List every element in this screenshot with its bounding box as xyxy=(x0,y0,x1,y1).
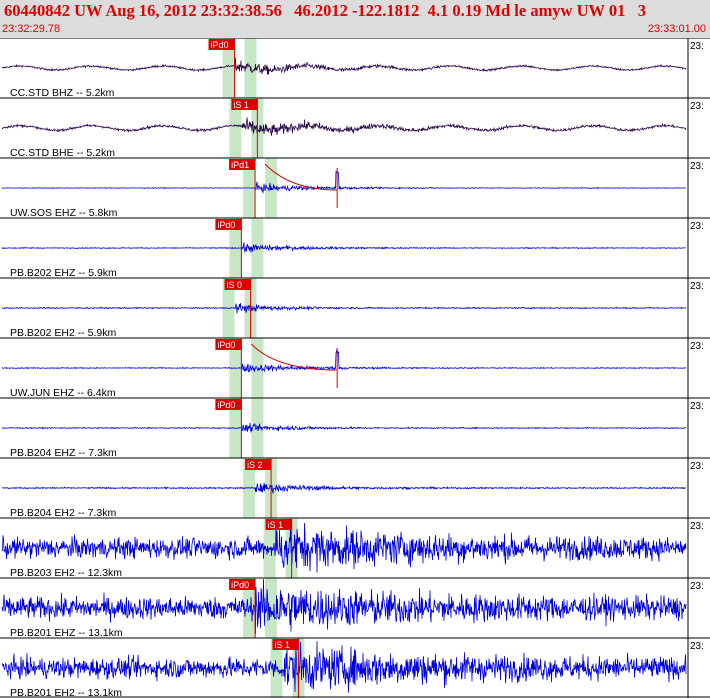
pick-label-box[interactable] xyxy=(229,159,256,170)
waveform[interactable] xyxy=(1,578,687,634)
waveform[interactable] xyxy=(1,482,687,494)
row-time-label: 23: xyxy=(690,341,704,352)
pick-label-box[interactable] xyxy=(215,399,242,410)
seismogram-panel[interactable]: iPd0 CC.STD BHZ -- 5.2km 23: iS 1 CC.STD BHE… xyxy=(0,38,710,698)
coda-curve xyxy=(264,163,338,191)
station-label: PB.B201 EHZ -- 13.1km xyxy=(10,627,123,639)
waveform[interactable] xyxy=(2,349,687,373)
pick-label-box[interactable] xyxy=(245,459,272,470)
pick-label[interactable]: iPd0 xyxy=(217,400,235,410)
s-window-band xyxy=(265,578,278,638)
trace-row[interactable]: iPd0 CC.STD BHZ -- 5.2km 23: xyxy=(0,38,710,99)
pick-label-box[interactable] xyxy=(265,519,292,530)
pick-label[interactable]: iS 1 xyxy=(274,640,290,650)
pick-label[interactable]: iPd0 xyxy=(217,220,235,230)
trace-row[interactable]: iPd0 UW.JUN EHZ -- 6.4km 23: xyxy=(0,337,710,399)
row-time-label: 23: xyxy=(690,581,704,592)
pick-label-box[interactable] xyxy=(215,219,242,230)
station-label: CC.STD BHE -- 5.2km xyxy=(10,147,115,159)
pick-label[interactable]: iS 1 xyxy=(233,100,249,110)
pick-label-box[interactable] xyxy=(231,99,258,110)
row-time-label: 23: xyxy=(690,641,704,652)
pick-label-box[interactable] xyxy=(208,39,235,50)
row-time-label: 23: xyxy=(690,221,704,232)
station-label: PB.B202 EH2 -- 5.9km xyxy=(10,327,116,339)
s-window-band xyxy=(251,338,264,398)
pick-label-box[interactable] xyxy=(229,579,256,590)
waveform[interactable] xyxy=(2,57,687,75)
station-label: UW.JUN EHZ -- 6.4km xyxy=(10,387,116,399)
p-window-band xyxy=(229,98,242,158)
row-time-label: 23: xyxy=(690,41,704,52)
waveform[interactable] xyxy=(1,641,687,693)
station-label: PB.B204 EH2 -- 7.3km xyxy=(10,507,116,519)
station-label: PB.B202 EHZ -- 5.9km xyxy=(10,267,117,279)
trace-row[interactable]: iPd0 PB.B204 EHZ -- 7.3km 23: xyxy=(0,397,710,459)
pick-label-box[interactable] xyxy=(272,639,299,650)
start-time: 23:32:29.78 xyxy=(2,23,61,35)
pick-label[interactable]: iPd0 xyxy=(231,580,249,590)
waveform[interactable] xyxy=(1,170,687,194)
waveform[interactable] xyxy=(1,242,687,254)
row-time-label: 23: xyxy=(690,281,704,292)
pick-label[interactable]: iS 2 xyxy=(247,460,263,470)
seismogram-svg[interactable]: iPd0 CC.STD BHZ -- 5.2km 23: iS 1 CC.STD BHE… xyxy=(0,38,710,698)
station-label: PB.B203 EH2 -- 12.3km xyxy=(10,567,122,579)
station-label: CC.STD BHZ -- 5.2km xyxy=(10,87,115,99)
station-label: PB.B201 EH2 -- 13.1km xyxy=(10,687,122,698)
header-bar: 60440842 UW Aug 16, 2012 23:32:38.56 46.… xyxy=(0,0,710,38)
pick-label[interactable]: iS 0 xyxy=(227,280,243,290)
p-window-band xyxy=(222,38,235,98)
waveform[interactable] xyxy=(1,303,686,314)
pick-label-box[interactable] xyxy=(224,279,251,290)
waveform[interactable] xyxy=(1,422,687,433)
row-time-label: 23: xyxy=(690,401,704,412)
pick-label[interactable]: iPd1 xyxy=(231,160,249,170)
trace-row[interactable]: iS 1 PB.B201 EH2 -- 13.1km 23: xyxy=(0,637,710,698)
end-time: 23:33:01.00 xyxy=(647,23,706,35)
coda-curve xyxy=(251,343,338,371)
event-title: 60440842 UW Aug 16, 2012 23:32:38.56 46.… xyxy=(4,1,646,20)
pick-label[interactable]: iPd0 xyxy=(217,340,235,350)
pick-label[interactable]: iPd0 xyxy=(211,40,229,50)
row-time-label: 23: xyxy=(690,521,704,532)
pick-label[interactable]: iS 1 xyxy=(268,520,284,530)
row-time-label: 23: xyxy=(690,461,704,472)
waveform[interactable] xyxy=(1,117,687,136)
trace-row[interactable]: iS 1 PB.B203 EH2 -- 12.3km 23: xyxy=(0,517,710,579)
station-label: PB.B204 EHZ -- 7.3km xyxy=(10,447,117,459)
row-time-label: 23: xyxy=(690,161,704,172)
row-time-label: 23: xyxy=(690,101,704,112)
trace-row[interactable]: iS 1 CC.STD BHE -- 5.2km 23: xyxy=(0,97,710,159)
trace-row[interactable]: iS 2 PB.B204 EH2 -- 7.3km 23: xyxy=(0,457,710,519)
trace-row[interactable]: iS 0 PB.B202 EH2 -- 5.9km 23: xyxy=(0,277,710,339)
trace-row[interactable]: iPd1 UW.SOS EHZ -- 5.8km 23: xyxy=(0,157,710,219)
station-label: UW.SOS EHZ -- 5.8km xyxy=(10,207,118,219)
trace-row[interactable]: iPd0 PB.B202 EHZ -- 5.9km 23: xyxy=(0,217,710,279)
pick-label-box[interactable] xyxy=(215,339,242,350)
trace-row[interactable]: iPd0 PB.B201 EHZ -- 13.1km 23: xyxy=(0,577,710,639)
waveform[interactable] xyxy=(1,522,687,573)
